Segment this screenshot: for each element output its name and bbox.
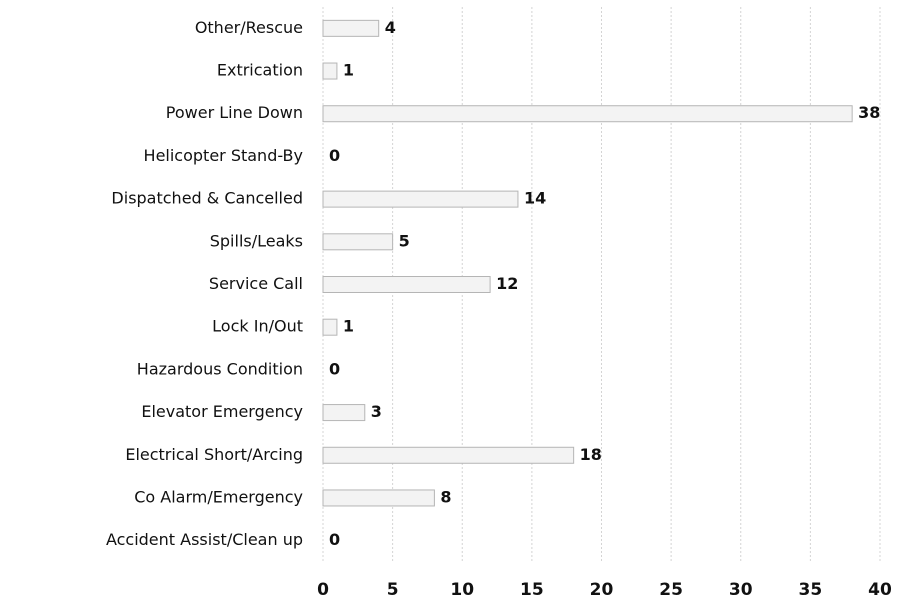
bar <box>322 318 338 336</box>
y-tick-label: Elevator Emergency <box>141 402 303 421</box>
x-tick-label: 10 <box>450 580 474 600</box>
y-tick-label: Lock In/Out <box>212 317 303 336</box>
y-tick-label: Spills/Leaks <box>210 231 303 250</box>
y-tick-label: Helicopter Stand-By <box>144 146 303 165</box>
value-label: 0 <box>329 359 340 378</box>
x-tick-label: 15 <box>520 580 544 600</box>
value-label: 8 <box>440 487 451 506</box>
y-tick-label: Dispatched & Cancelled <box>111 189 303 208</box>
x-tick-label: 25 <box>659 580 683 600</box>
bar <box>322 276 491 293</box>
x-tick-label: 20 <box>590 580 614 600</box>
value-label: 5 <box>399 231 410 250</box>
value-label: 0 <box>329 146 340 165</box>
y-tick-label: Extrication <box>217 61 303 80</box>
bar <box>322 105 853 123</box>
bar <box>322 19 380 37</box>
y-tick-label: Accident Assist/Clean up <box>106 530 303 549</box>
value-label: 38 <box>858 103 880 122</box>
value-label: 12 <box>496 274 518 293</box>
value-label: 3 <box>371 402 382 421</box>
x-tick-label: 40 <box>868 580 892 600</box>
y-tick-label: Hazardous Condition <box>137 359 303 378</box>
x-tick-label: 0 <box>317 580 329 600</box>
y-tick-label: Other/Rescue <box>195 18 303 37</box>
bar <box>322 233 394 251</box>
x-tick-label: 5 <box>387 580 399 600</box>
y-tick-label: Service Call <box>209 274 303 293</box>
x-tick-label: 30 <box>729 580 753 600</box>
value-label: 4 <box>385 18 396 37</box>
value-label: 18 <box>580 445 602 464</box>
y-tick-label: Co Alarm/Emergency <box>134 487 303 506</box>
y-tick-label: Electrical Short/Arcing <box>125 445 303 464</box>
bar <box>322 489 435 507</box>
y-tick-label: Power Line Down <box>166 103 303 122</box>
bar <box>322 62 338 80</box>
x-tick-label: 35 <box>799 580 823 600</box>
value-label: 1 <box>343 317 354 336</box>
bar <box>322 404 366 422</box>
value-label: 1 <box>343 61 354 80</box>
bar <box>322 190 519 208</box>
value-label: 0 <box>329 530 340 549</box>
value-label: 14 <box>524 189 546 208</box>
bar <box>322 446 575 464</box>
